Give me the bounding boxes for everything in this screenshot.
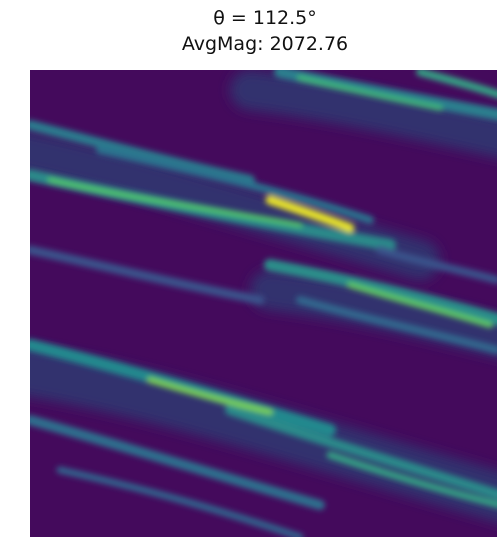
figure: θ = 112.5° AvgMag: 2072.76 (0, 0, 500, 537)
heatmap (20, 70, 500, 537)
title: θ = 112.5° (213, 7, 317, 29)
subtitle: AvgMag: 2072.76 (182, 33, 348, 55)
page: θ = 112.5° AvgMag: 2072.76 (0, 0, 500, 537)
